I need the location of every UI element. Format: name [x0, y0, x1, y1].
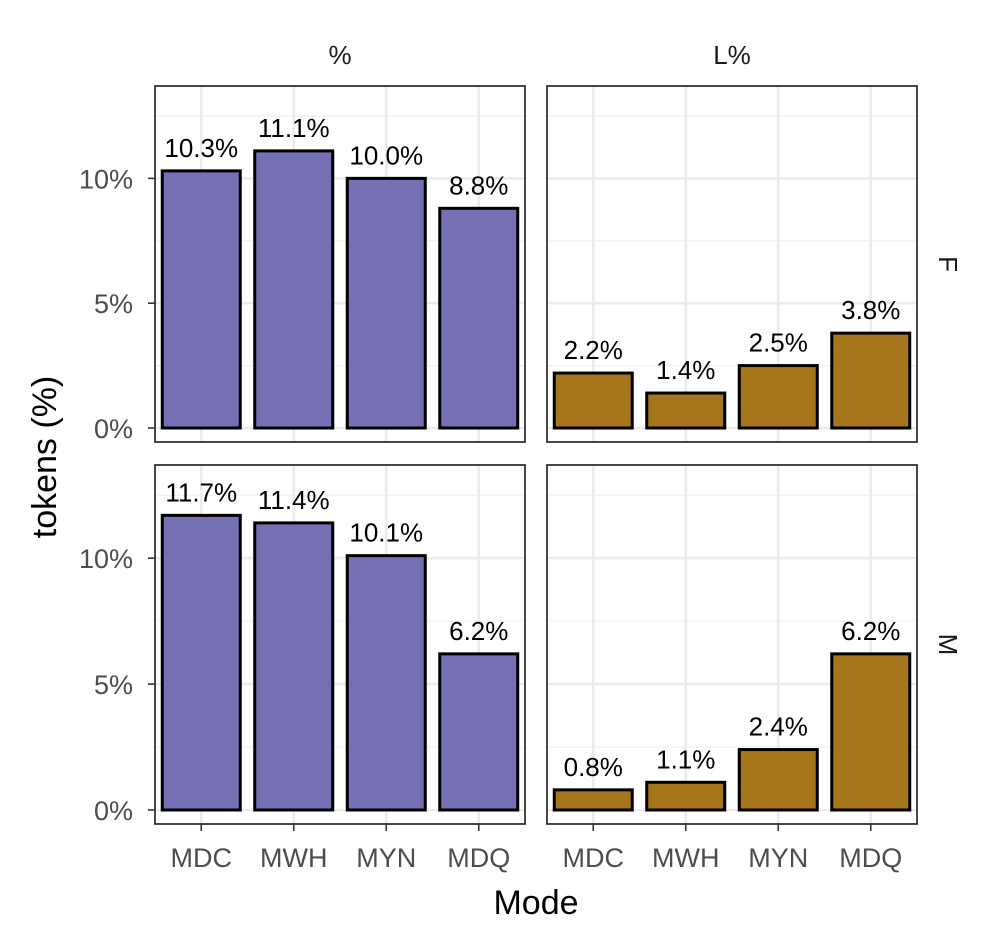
y-tick-label: 10%	[79, 544, 133, 574]
bar-value-label: 2.2%	[564, 335, 623, 365]
y-tick-label: 10%	[79, 164, 133, 194]
bar	[552, 371, 634, 430]
facet-col-label: L%	[713, 40, 751, 70]
plot-area: % L% F M 10.3% 11.1% 10.0% 8.8% 2.2% 1.4% 2.5% 3.8%…	[79, 40, 963, 873]
x-tick-label: MDC	[171, 843, 233, 873]
bar-value-label: 10.1%	[349, 518, 423, 548]
bar-value-label: 6.2%	[841, 616, 900, 646]
bar-value-label: 1.4%	[656, 355, 715, 385]
bar	[345, 554, 427, 812]
facet-col-label: %	[328, 40, 351, 70]
x-tick-label: MDQ	[839, 843, 902, 873]
y-axis-title: tokens (%)	[26, 376, 64, 539]
bar	[345, 176, 427, 430]
y-tick-label: 0%	[94, 796, 133, 826]
bar	[438, 206, 520, 430]
y-tick-label: 5%	[94, 289, 133, 319]
x-tick-label: MWH	[260, 843, 327, 873]
bar	[160, 513, 242, 812]
x-tick-label: MYN	[356, 843, 416, 873]
bar	[253, 149, 335, 430]
x-axis-title: Mode	[493, 884, 578, 922]
x-tick-label: MWH	[652, 843, 719, 873]
bar	[830, 331, 912, 430]
bar-value-label: 6.2%	[449, 616, 508, 646]
panel-border	[154, 85, 526, 443]
bar	[737, 748, 819, 812]
panel-border	[546, 85, 918, 443]
panel-border	[546, 464, 918, 825]
bar	[160, 169, 242, 430]
bar-value-label: 2.4%	[749, 712, 808, 742]
y-tick-label: 5%	[94, 670, 133, 700]
facet-row-label: M	[933, 634, 963, 656]
y-tick-label: 0%	[94, 414, 133, 444]
x-tick-label: MDC	[563, 843, 625, 873]
bar-value-label: 11.4%	[258, 485, 330, 515]
bar-value-label: 3.8%	[841, 295, 900, 325]
facet-row-label: F	[933, 256, 963, 272]
bar-value-label: 1.1%	[656, 744, 715, 774]
bar	[737, 364, 819, 430]
bar-value-label: 10.3%	[164, 133, 238, 163]
x-tick-label: MYN	[748, 843, 808, 873]
bar	[645, 780, 727, 812]
bar	[830, 652, 912, 812]
bar	[552, 788, 634, 812]
bar-value-label: 10.0%	[349, 140, 423, 170]
bar	[438, 652, 520, 812]
x-tick-label: MDQ	[447, 843, 510, 873]
panel-border	[154, 464, 526, 825]
bar	[253, 521, 335, 812]
bar-value-label: 11.7%	[165, 477, 237, 507]
bar-value-label: 2.5%	[749, 328, 808, 358]
bar-value-label: 11.1%	[258, 113, 330, 143]
bar-value-label: 8.8%	[449, 170, 508, 200]
bar-value-label: 0.8%	[564, 752, 623, 782]
bar	[645, 391, 727, 430]
